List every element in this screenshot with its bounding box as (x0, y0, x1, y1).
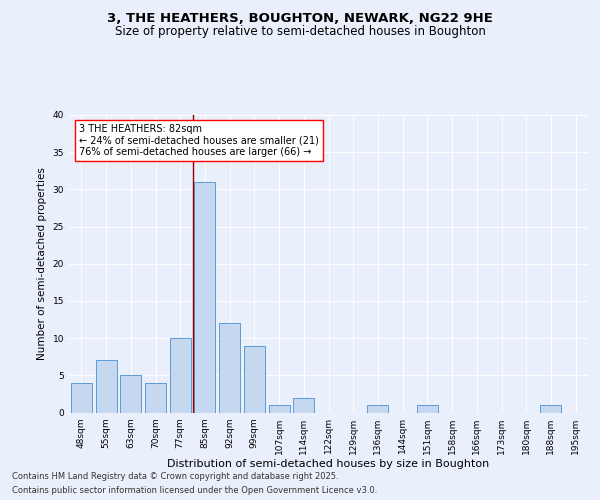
Bar (71, 383, 92, 412)
Bar (194, 182, 215, 412)
Bar (145, 383, 166, 412)
Text: Contains public sector information licensed under the Open Government Licence v3: Contains public sector information licen… (12, 486, 377, 495)
Bar (541, 405, 562, 412)
Text: Size of property relative to semi-detached houses in Boughton: Size of property relative to semi-detach… (115, 25, 485, 38)
Y-axis label: Number of semi-detached properties: Number of semi-detached properties (37, 168, 47, 360)
Text: 3, THE HEATHERS, BOUGHTON, NEWARK, NG22 9HE: 3, THE HEATHERS, BOUGHTON, NEWARK, NG22 … (107, 12, 493, 26)
Text: 3 THE HEATHERS: 82sqm
← 24% of semi-detached houses are smaller (21)
76% of semi: 3 THE HEATHERS: 82sqm ← 24% of semi-deta… (79, 124, 319, 157)
X-axis label: Distribution of semi-detached houses by size in Boughton: Distribution of semi-detached houses by … (167, 460, 490, 469)
Bar (170, 338, 191, 412)
Bar (269, 405, 290, 412)
Bar (244, 346, 265, 412)
Bar (95, 360, 116, 412)
Bar (293, 398, 314, 412)
Text: Contains HM Land Registry data © Crown copyright and database right 2025.: Contains HM Land Registry data © Crown c… (12, 472, 338, 481)
Bar (367, 405, 388, 412)
Bar (120, 376, 141, 412)
Bar (417, 405, 438, 412)
Bar (219, 324, 240, 412)
